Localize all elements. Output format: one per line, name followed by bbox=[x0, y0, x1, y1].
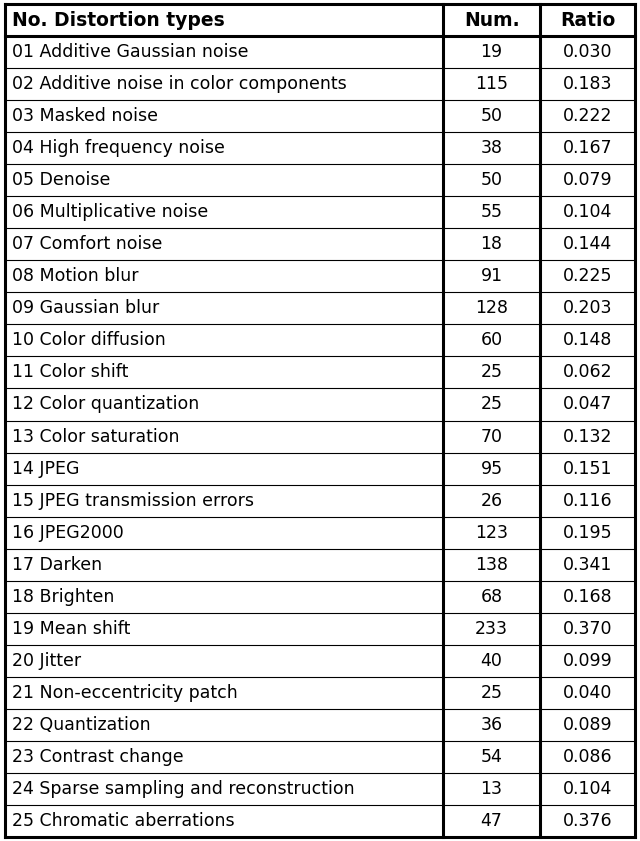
Text: 22 Quantization: 22 Quantization bbox=[12, 716, 150, 733]
Text: 50: 50 bbox=[481, 172, 502, 189]
Text: 40: 40 bbox=[481, 652, 502, 669]
Text: 91: 91 bbox=[481, 267, 502, 285]
Text: 0.099: 0.099 bbox=[563, 652, 612, 669]
Text: 0.089: 0.089 bbox=[563, 716, 612, 733]
Text: 25: 25 bbox=[481, 363, 502, 382]
Text: 0.167: 0.167 bbox=[563, 140, 612, 157]
Text: 16 JPEG2000: 16 JPEG2000 bbox=[12, 524, 124, 542]
Text: 18: 18 bbox=[481, 235, 502, 253]
Text: 14 JPEG: 14 JPEG bbox=[12, 459, 79, 478]
Text: 12 Color quantization: 12 Color quantization bbox=[12, 395, 199, 414]
Text: 06 Multiplicative noise: 06 Multiplicative noise bbox=[12, 204, 208, 221]
Text: 0.203: 0.203 bbox=[563, 299, 612, 317]
Text: 0.225: 0.225 bbox=[563, 267, 612, 285]
Text: 0.062: 0.062 bbox=[563, 363, 612, 382]
Text: Ratio: Ratio bbox=[560, 11, 615, 29]
Text: 36: 36 bbox=[481, 716, 502, 733]
Text: 0.148: 0.148 bbox=[563, 331, 612, 350]
Text: 0.144: 0.144 bbox=[563, 235, 612, 253]
Text: 0.376: 0.376 bbox=[563, 812, 612, 830]
Text: 08 Motion blur: 08 Motion blur bbox=[12, 267, 138, 285]
Text: 60: 60 bbox=[481, 331, 502, 350]
Text: 0.168: 0.168 bbox=[563, 588, 612, 606]
Text: 138: 138 bbox=[475, 556, 508, 574]
Text: 0.104: 0.104 bbox=[563, 780, 612, 798]
Text: 24 Sparse sampling and reconstruction: 24 Sparse sampling and reconstruction bbox=[12, 780, 354, 798]
Text: 21 Non-eccentricity patch: 21 Non-eccentricity patch bbox=[12, 684, 237, 701]
Text: 0.079: 0.079 bbox=[563, 172, 612, 189]
Text: 18 Brighten: 18 Brighten bbox=[12, 588, 114, 606]
Text: 38: 38 bbox=[481, 140, 502, 157]
Text: 55: 55 bbox=[481, 204, 502, 221]
Text: 0.341: 0.341 bbox=[563, 556, 612, 574]
Text: 11 Color shift: 11 Color shift bbox=[12, 363, 128, 382]
Text: 19: 19 bbox=[481, 43, 502, 61]
Text: 128: 128 bbox=[475, 299, 508, 317]
Text: 0.195: 0.195 bbox=[563, 524, 612, 542]
Text: 04 High frequency noise: 04 High frequency noise bbox=[12, 140, 225, 157]
Text: 19 Mean shift: 19 Mean shift bbox=[12, 620, 130, 637]
Text: 26: 26 bbox=[481, 491, 502, 510]
Text: 0.030: 0.030 bbox=[563, 43, 612, 61]
Text: 123: 123 bbox=[475, 524, 508, 542]
Text: 10 Color diffusion: 10 Color diffusion bbox=[12, 331, 165, 350]
Text: 115: 115 bbox=[475, 75, 508, 93]
Text: 05 Denoise: 05 Denoise bbox=[12, 172, 110, 189]
Text: 54: 54 bbox=[481, 748, 502, 766]
Text: 25: 25 bbox=[481, 684, 502, 701]
Text: 13 Color saturation: 13 Color saturation bbox=[12, 427, 179, 446]
Text: 47: 47 bbox=[481, 812, 502, 830]
Text: 233: 233 bbox=[475, 620, 508, 637]
Text: 25: 25 bbox=[481, 395, 502, 414]
Text: 15 JPEG transmission errors: 15 JPEG transmission errors bbox=[12, 491, 253, 510]
Text: No. Distortion types: No. Distortion types bbox=[12, 11, 224, 29]
Text: 95: 95 bbox=[481, 459, 502, 478]
Text: 0.047: 0.047 bbox=[563, 395, 612, 414]
Text: 0.151: 0.151 bbox=[563, 459, 612, 478]
Text: 0.183: 0.183 bbox=[563, 75, 612, 93]
Text: 07 Comfort noise: 07 Comfort noise bbox=[12, 235, 162, 253]
Text: 02 Additive noise in color components: 02 Additive noise in color components bbox=[12, 75, 346, 93]
Text: 0.116: 0.116 bbox=[563, 491, 612, 510]
Text: 17 Darken: 17 Darken bbox=[12, 556, 102, 574]
Text: 70: 70 bbox=[481, 427, 502, 446]
Text: 25 Chromatic aberrations: 25 Chromatic aberrations bbox=[12, 812, 234, 830]
Text: Num.: Num. bbox=[464, 11, 520, 29]
Text: 50: 50 bbox=[481, 108, 502, 125]
Text: 0.222: 0.222 bbox=[563, 108, 612, 125]
Text: 0.132: 0.132 bbox=[563, 427, 612, 446]
Text: 23 Contrast change: 23 Contrast change bbox=[12, 748, 183, 766]
Text: 0.040: 0.040 bbox=[563, 684, 612, 701]
Text: 03 Masked noise: 03 Masked noise bbox=[12, 108, 157, 125]
Text: 0.104: 0.104 bbox=[563, 204, 612, 221]
Text: 68: 68 bbox=[481, 588, 502, 606]
Text: 13: 13 bbox=[481, 780, 502, 798]
Text: 01 Additive Gaussian noise: 01 Additive Gaussian noise bbox=[12, 43, 248, 61]
Text: 09 Gaussian blur: 09 Gaussian blur bbox=[12, 299, 159, 317]
Text: 20 Jitter: 20 Jitter bbox=[12, 652, 81, 669]
Text: 0.370: 0.370 bbox=[563, 620, 612, 637]
Text: 0.086: 0.086 bbox=[563, 748, 612, 766]
